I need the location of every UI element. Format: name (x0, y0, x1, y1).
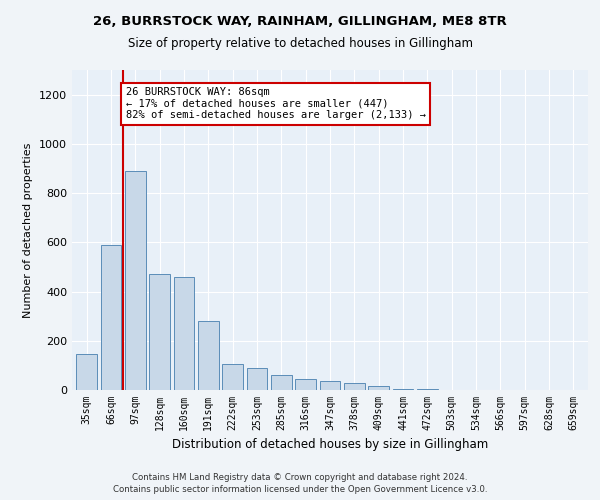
Text: 26, BURRSTOCK WAY, RAINHAM, GILLINGHAM, ME8 8TR: 26, BURRSTOCK WAY, RAINHAM, GILLINGHAM, … (93, 15, 507, 28)
Text: Contains HM Land Registry data © Crown copyright and database right 2024.: Contains HM Land Registry data © Crown c… (132, 474, 468, 482)
Text: Size of property relative to detached houses in Gillingham: Size of property relative to detached ho… (128, 38, 473, 51)
Bar (368, 386, 389, 390)
Bar (320, 380, 340, 390)
Bar (125, 171, 146, 390)
Y-axis label: Number of detached properties: Number of detached properties (23, 142, 34, 318)
Bar (271, 375, 292, 390)
Bar (295, 379, 316, 390)
Bar (149, 274, 170, 390)
Bar (247, 368, 268, 390)
Bar (222, 364, 243, 390)
Text: Contains public sector information licensed under the Open Government Licence v3: Contains public sector information licen… (113, 485, 487, 494)
Text: 26 BURRSTOCK WAY: 86sqm
← 17% of detached houses are smaller (447)
82% of semi-d: 26 BURRSTOCK WAY: 86sqm ← 17% of detache… (125, 87, 425, 120)
Bar (101, 245, 121, 390)
Bar (76, 354, 97, 390)
Bar (198, 321, 218, 390)
Bar (173, 277, 194, 390)
Bar (344, 382, 365, 390)
X-axis label: Distribution of detached houses by size in Gillingham: Distribution of detached houses by size … (172, 438, 488, 452)
Bar (392, 389, 413, 390)
